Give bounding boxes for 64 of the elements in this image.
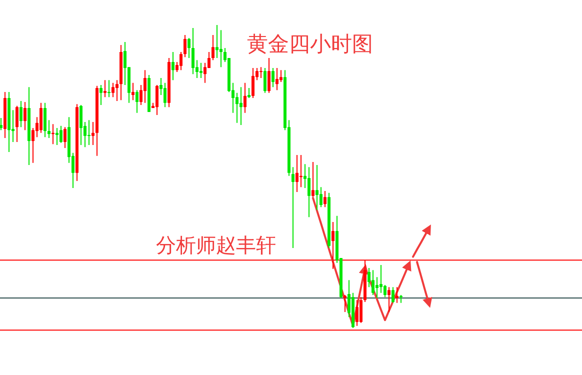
candlestick <box>144 70 146 104</box>
candlestick <box>396 286 398 304</box>
candlestick <box>164 82 166 108</box>
candlestick <box>180 51 182 71</box>
candlestick <box>40 102 42 134</box>
candlestick <box>384 284 386 298</box>
candlestick <box>296 154 298 192</box>
candlestick <box>332 221 334 270</box>
candlestick <box>204 62 206 84</box>
candlestick <box>188 38 190 59</box>
candlestick <box>92 121 94 146</box>
candlestick <box>200 62 202 79</box>
candlestick <box>88 120 90 146</box>
candlestick <box>212 34 214 61</box>
candlestick <box>380 264 382 294</box>
candlestick <box>292 166 294 249</box>
candlestick <box>16 105 18 142</box>
candlestick <box>112 82 114 98</box>
candlestick <box>220 30 222 68</box>
candlestick <box>252 68 254 99</box>
candlestick <box>132 82 134 101</box>
candlestick <box>104 80 106 98</box>
candlestick <box>236 92 238 124</box>
candlestick <box>260 66 262 79</box>
candlestick <box>216 24 218 59</box>
candlestick <box>244 82 246 114</box>
candlestick <box>356 300 358 326</box>
candlestick <box>48 120 50 139</box>
candlestick <box>156 84 158 116</box>
candlestick <box>116 80 118 102</box>
candlestick <box>324 190 326 208</box>
candlestick <box>376 276 378 299</box>
candlestick <box>108 80 110 98</box>
candlestick <box>20 100 22 128</box>
candlestick <box>272 68 274 88</box>
candlestick <box>172 51 174 81</box>
candlestick <box>24 101 26 131</box>
candlestick <box>308 166 310 218</box>
candlestick <box>240 86 242 126</box>
candlestick <box>268 58 270 94</box>
candlestick <box>192 28 194 75</box>
candlestick <box>360 296 362 324</box>
candlestick <box>136 90 138 114</box>
candlestick <box>264 68 266 94</box>
candlestick <box>280 70 282 82</box>
candlestick <box>248 88 250 99</box>
candlestick <box>316 164 318 211</box>
candlestick <box>80 104 82 146</box>
candlestick <box>388 286 390 312</box>
annotation: 分析师赵丰轩 <box>156 233 276 257</box>
candlestick <box>64 126 66 149</box>
candlestick <box>44 102 46 138</box>
candlestick <box>276 68 278 91</box>
title: 黄金四小时图 <box>247 32 373 56</box>
candlestick <box>60 125 62 144</box>
candlestick <box>320 186 322 208</box>
candlestick <box>100 84 102 106</box>
candlestick <box>56 128 58 146</box>
candlestick <box>312 161 314 198</box>
candlestick <box>372 270 374 296</box>
candlestick <box>0 118 2 131</box>
candlestick <box>344 294 346 312</box>
candlestick <box>184 34 186 58</box>
candlestick <box>392 286 394 304</box>
